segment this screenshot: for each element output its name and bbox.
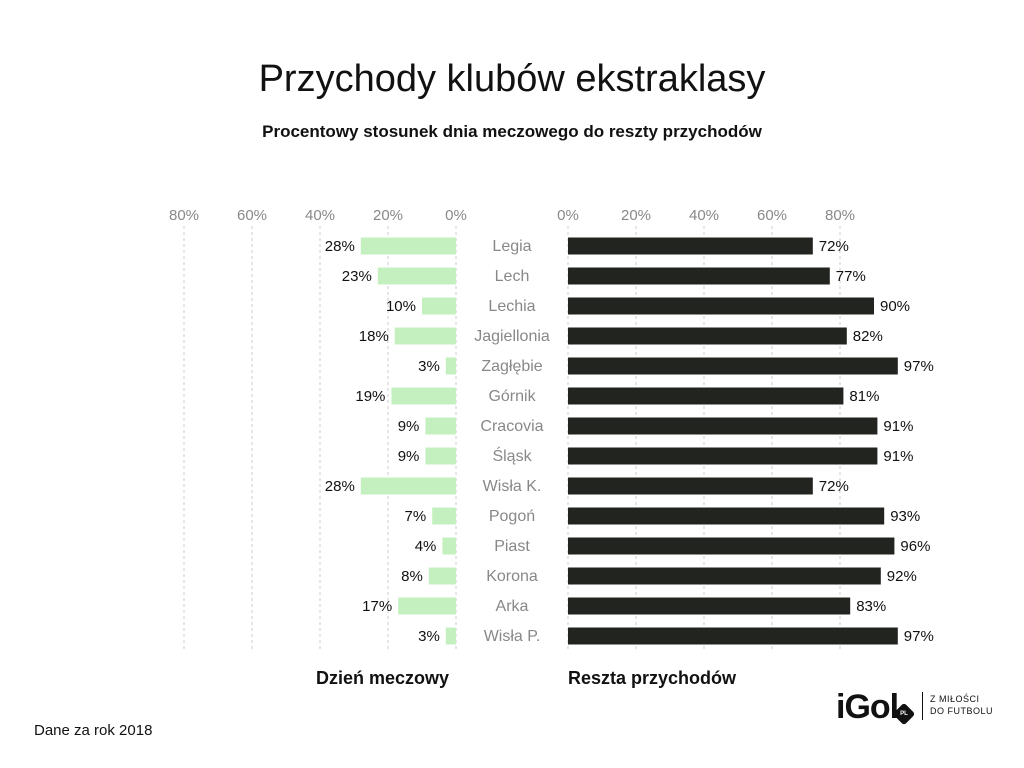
- category-label: Lechia: [488, 298, 535, 315]
- category-label: Lech: [495, 268, 530, 285]
- right-bar-value: 91%: [883, 448, 913, 465]
- category-label: Zagłębie: [481, 358, 542, 375]
- right-tick-label: 80%: [825, 207, 855, 224]
- right-tick-label: 20%: [621, 207, 651, 224]
- logo-badge-icon: PL: [892, 702, 916, 726]
- left-bar-value: 3%: [418, 358, 440, 375]
- left-series-label: Dzień meczowy: [316, 668, 450, 688]
- tagline-line-1: Z MIŁOŚCI: [930, 694, 980, 704]
- logo-badge-text: PL: [900, 711, 908, 717]
- right-bar: [568, 267, 830, 285]
- category-label: Arka: [496, 598, 529, 615]
- right-bar-value: 92%: [887, 568, 917, 585]
- tagline-line-2: DO FUTBOLU: [930, 706, 994, 716]
- chart-title: Przychody klubów ekstraklasy: [258, 58, 766, 100]
- left-bar: [445, 357, 456, 375]
- left-bar: [398, 597, 456, 615]
- right-bar: [568, 417, 878, 435]
- left-bar-value: 4%: [415, 538, 437, 555]
- chart-subtitle: Procentowy stosunek dnia meczowego do re…: [262, 122, 762, 141]
- right-bar: [568, 237, 813, 255]
- right-bar: [568, 447, 878, 465]
- left-bar-value: 10%: [386, 298, 416, 315]
- category-label: Piast: [494, 538, 530, 555]
- right-bar-value: 82%: [853, 328, 883, 345]
- right-bar-value: 97%: [904, 628, 934, 645]
- right-bar: [568, 537, 895, 555]
- right-bar: [568, 507, 885, 525]
- left-bar-value: 17%: [362, 598, 392, 615]
- left-tick-label: 80%: [169, 207, 199, 224]
- right-bar-value: 72%: [819, 238, 849, 255]
- left-bar: [422, 297, 456, 315]
- right-bar-value: 96%: [900, 538, 930, 555]
- category-label: Jagiellonia: [474, 328, 550, 345]
- data-year-note: Dane za rok 2018: [34, 722, 153, 739]
- right-bar-value: 81%: [849, 388, 879, 405]
- right-series-label: Reszta przychodów: [568, 668, 737, 688]
- left-bar-value: 19%: [355, 388, 385, 405]
- left-bar: [445, 627, 456, 645]
- left-bar-value: 3%: [418, 628, 440, 645]
- left-bar: [432, 507, 456, 525]
- left-bar-value: 8%: [401, 568, 423, 585]
- left-bar-value: 23%: [342, 268, 372, 285]
- category-label: Pogoń: [489, 508, 535, 525]
- left-tick-label: 0%: [445, 207, 467, 224]
- left-bar: [425, 447, 456, 465]
- right-bar: [568, 597, 851, 615]
- left-bar: [425, 417, 456, 435]
- logo-divider: [922, 692, 923, 720]
- right-bar-value: 97%: [904, 358, 934, 375]
- category-label: Górnik: [488, 388, 536, 405]
- right-tick-label: 60%: [757, 207, 787, 224]
- category-label: Wisła K.: [483, 478, 542, 495]
- right-bar-value: 91%: [883, 418, 913, 435]
- right-tick-label: 40%: [689, 207, 719, 224]
- left-bar-value: 9%: [398, 448, 420, 465]
- left-tick-label: 40%: [305, 207, 335, 224]
- category-label: Wisła P.: [484, 628, 541, 645]
- left-bar-value: 28%: [325, 238, 355, 255]
- logo-tagline: Z MIŁOŚCI DO FUTBOLU: [930, 693, 993, 717]
- left-bar: [377, 267, 456, 285]
- right-bar-value: 90%: [880, 298, 910, 315]
- right-bar-value: 83%: [856, 598, 886, 615]
- right-bar-value: 72%: [819, 478, 849, 495]
- left-bar: [442, 537, 456, 555]
- right-bar: [568, 477, 813, 495]
- right-bar: [568, 387, 844, 405]
- left-bar-value: 28%: [325, 478, 355, 495]
- left-bar: [394, 327, 456, 345]
- left-bar-value: 18%: [359, 328, 389, 345]
- left-tick-label: 20%: [373, 207, 403, 224]
- left-tick-label: 60%: [237, 207, 267, 224]
- right-bar: [568, 627, 898, 645]
- left-bar: [391, 387, 456, 405]
- category-label: Legia: [492, 238, 531, 255]
- right-bar: [568, 327, 847, 345]
- right-bar-value: 93%: [890, 508, 920, 525]
- category-label: Śląsk: [492, 446, 532, 465]
- right-tick-label: 0%: [557, 207, 579, 224]
- right-bar: [568, 297, 874, 315]
- category-label: Cracovia: [480, 418, 543, 435]
- left-bar: [360, 477, 456, 495]
- left-bar-value: 7%: [405, 508, 427, 525]
- left-bar-value: 9%: [398, 418, 420, 435]
- right-bar-value: 77%: [836, 268, 866, 285]
- logo-wordmark: iGol: [836, 688, 899, 726]
- right-bar: [568, 357, 898, 375]
- left-bar: [360, 237, 456, 255]
- category-label: Korona: [486, 568, 538, 585]
- right-bar: [568, 567, 881, 585]
- left-bar: [428, 567, 456, 585]
